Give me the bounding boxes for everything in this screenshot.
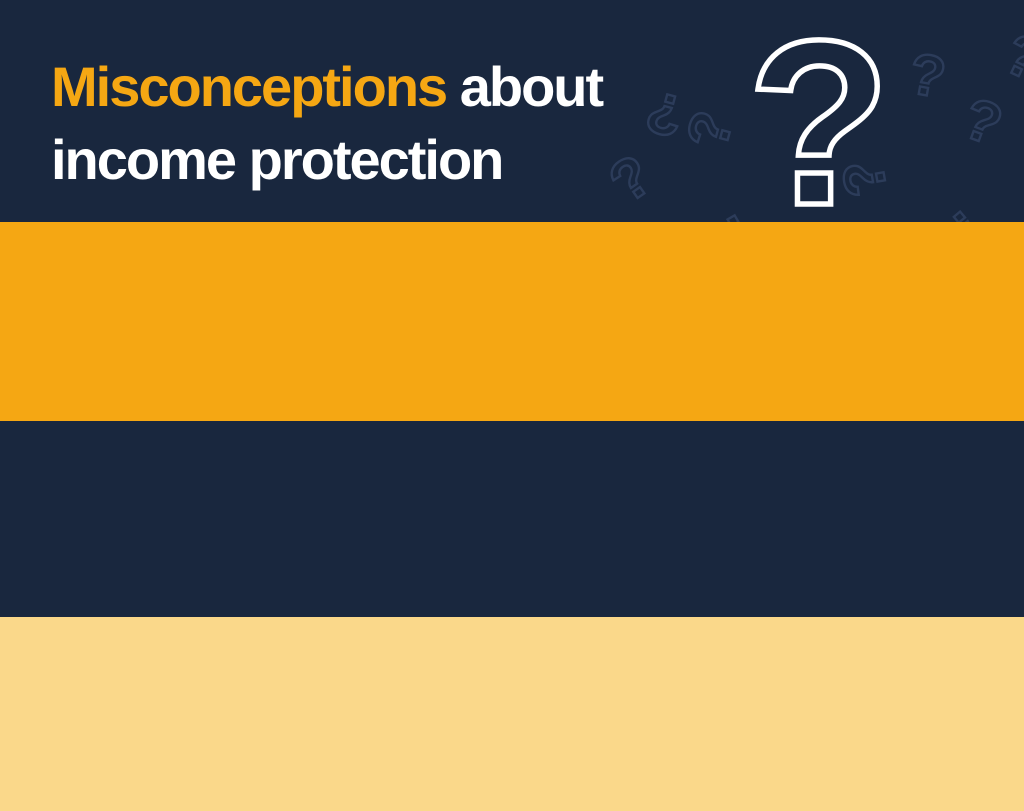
question-marks-graphic: ? ? ? ? ? ? ? ? ? ? [596,0,1024,222]
big-question-mark-icon: ? [747,0,891,222]
question-mark-icon: ? [674,104,746,155]
page-title: Misconceptions about income protection [51,50,604,196]
page-title-line2: income protection [51,128,504,191]
title-highlight: Misconceptions [51,55,448,118]
mental-health-band: 59% didn’t realise income protection can… [0,617,1024,811]
title-rest: about [446,55,604,118]
header-band: Misconceptions about income protection ?… [0,0,1024,222]
earnings-band: 43% say they “don’t earn enough” for inc… [0,222,1024,616]
question-mark-icon: ? [904,41,950,111]
page-title-line1: Misconceptions about [51,50,604,123]
question-mark-icon: ? [955,85,1011,158]
health-band: 37% feel they’re “healthy and unlikely t… [0,421,1024,617]
question-mark-icon: ? [994,20,1024,94]
question-mark-icon: ? [934,194,1003,222]
question-mark-icon: ? [598,142,664,216]
